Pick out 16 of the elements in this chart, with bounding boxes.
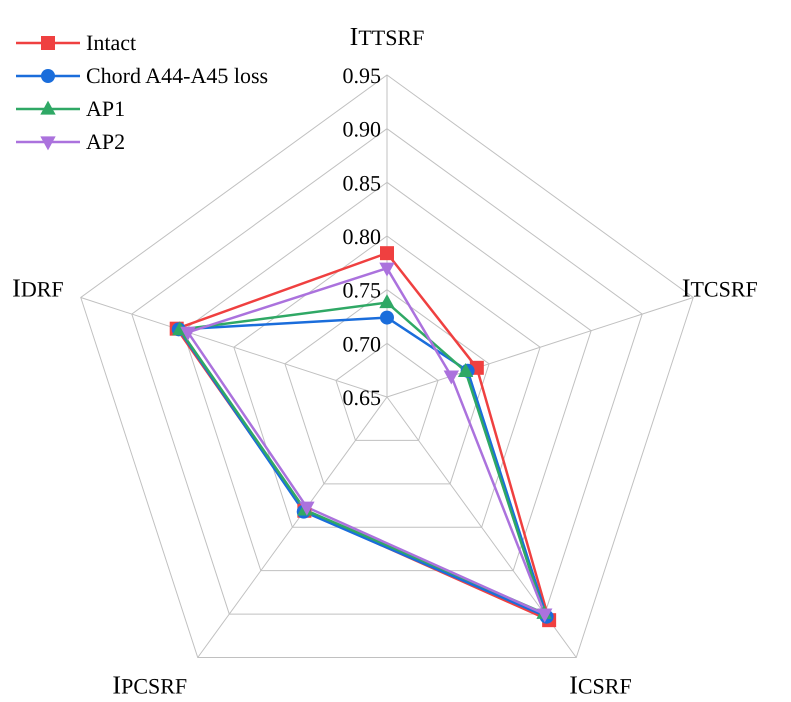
y-tick-label: 0.75 bbox=[342, 278, 381, 303]
spoke-label: ICSRF bbox=[569, 670, 632, 700]
y-tick-label: 0.90 bbox=[342, 116, 381, 142]
spoke-label: IDRF bbox=[12, 274, 64, 303]
legend-label: Intact bbox=[86, 30, 136, 56]
spoke-label: ITTSRF bbox=[350, 22, 424, 51]
y-tick-label: 0.80 bbox=[342, 224, 381, 249]
spoke-label: IPCSRF bbox=[112, 670, 188, 700]
y-tick-label: 0.95 bbox=[342, 63, 381, 88]
spoke-label: ITCSRF bbox=[682, 274, 758, 303]
legend-label: AP1 bbox=[86, 96, 126, 122]
y-tick-label: 0.65 bbox=[342, 385, 381, 410]
legend-label: Chord A44-A45 loss bbox=[86, 62, 268, 88]
y-tick-label: 0.85 bbox=[342, 170, 381, 196]
legend-label: AP2 bbox=[86, 128, 126, 154]
y-tick-label: 0.70 bbox=[342, 331, 381, 356]
